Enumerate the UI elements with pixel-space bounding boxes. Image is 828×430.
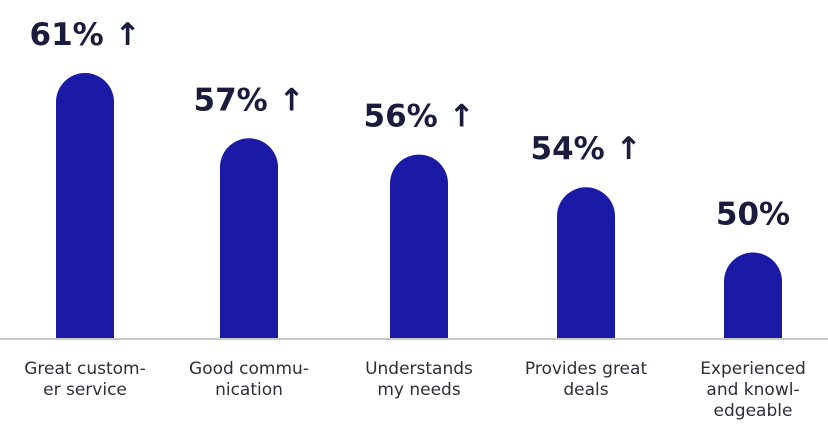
category-label-line: Experienced xyxy=(700,359,806,379)
category-label-2: Good commu-nication xyxy=(189,359,309,400)
value-label-5: 50% xyxy=(716,197,790,233)
value-label-1: 61% ↑ xyxy=(30,17,141,53)
category-label-line: Provides great xyxy=(525,359,648,379)
bar-4 xyxy=(557,187,615,339)
category-label-line: edgeable xyxy=(714,401,793,421)
value-labels: 61% ↑ 57% ↑ 56% ↑ 54% ↑ 50% xyxy=(30,17,791,233)
category-label-line: and knowl- xyxy=(706,380,799,400)
bar-3 xyxy=(390,154,448,339)
category-label-line: deals xyxy=(563,380,608,400)
category-label-line: nication xyxy=(215,380,283,400)
category-label-line: Understands xyxy=(365,359,473,379)
category-label-3: Understands my needs xyxy=(365,359,473,400)
category-label-5: Experienced and knowl-edgeable xyxy=(700,359,806,421)
category-label-4: Provides great deals xyxy=(525,359,648,400)
value-label-3: 56% ↑ xyxy=(364,99,475,135)
category-label-line: Great custom- xyxy=(24,359,145,379)
value-label-4: 54% ↑ xyxy=(531,131,642,167)
category-label-1: Great custom-er service xyxy=(24,359,145,400)
bar-5 xyxy=(724,252,782,339)
bars xyxy=(56,73,782,339)
category-label-line: er service xyxy=(43,380,127,400)
category-label-line: Good commu- xyxy=(189,359,309,379)
bar-1 xyxy=(56,73,114,339)
category-labels: Great custom-er service Good commu-nicati… xyxy=(24,359,806,421)
value-label-2: 57% ↑ xyxy=(194,82,305,118)
category-label-line: my needs xyxy=(377,380,461,400)
bar-2 xyxy=(220,138,278,339)
